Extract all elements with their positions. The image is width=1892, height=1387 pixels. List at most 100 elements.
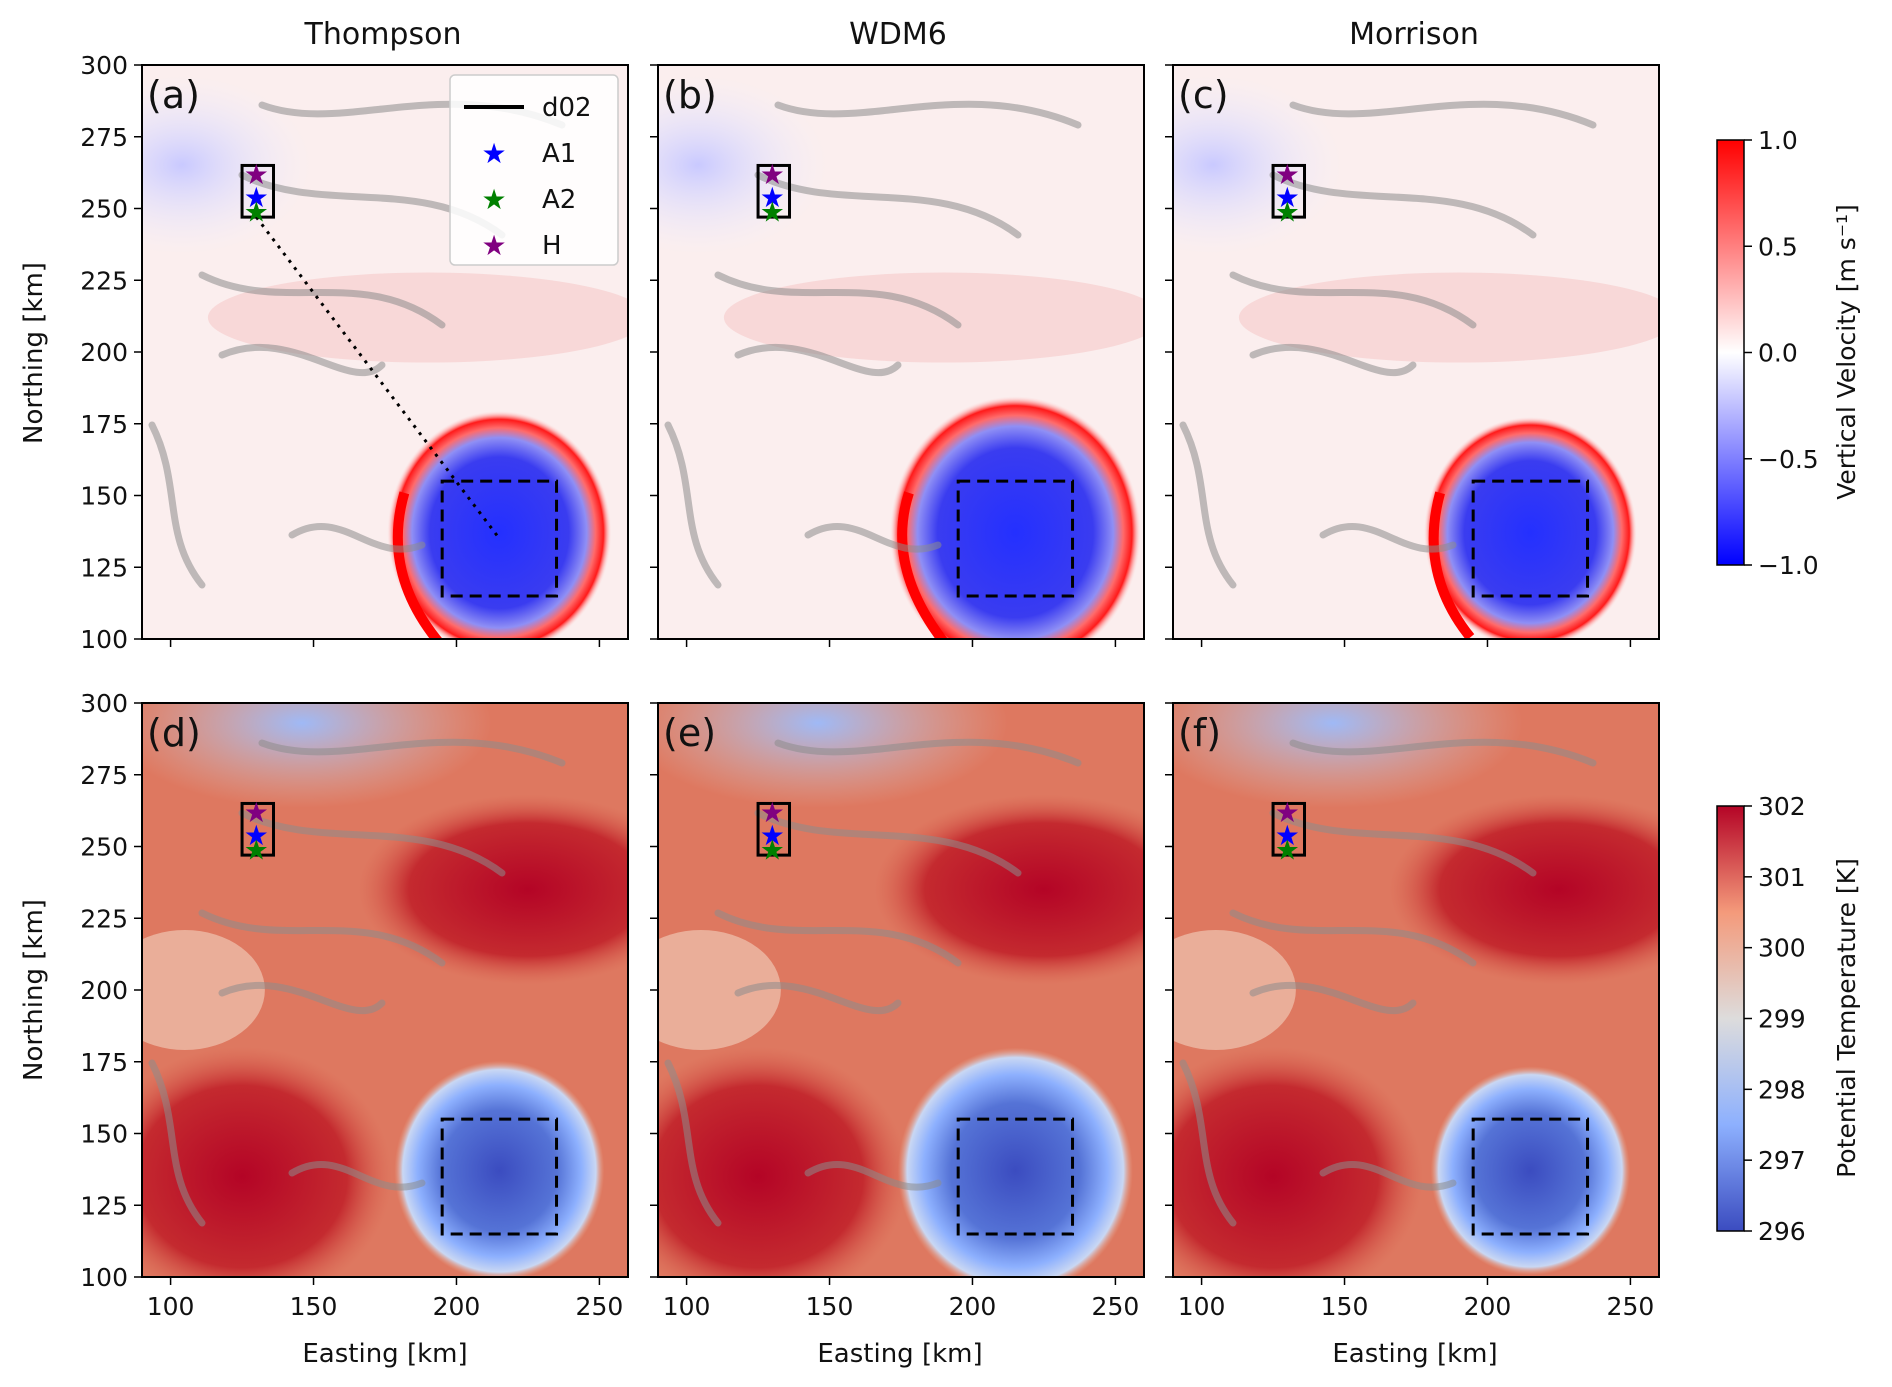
terrain-contour [1229,909,1477,967]
d02-domain-box [1271,801,1307,857]
colorbar-tick-label: −0.5 [1758,445,1819,474]
legend-star-h: ★ [481,229,506,262]
terrain-contour [1229,271,1477,329]
colorbar-w-fill [1716,139,1745,566]
analysis-box [440,1117,559,1236]
colorbar-tick-label: −1.0 [1758,551,1819,580]
y-tick-label: 250 [80,195,128,224]
x-tick-label: 100 [147,1292,195,1321]
y-tick-label: 125 [80,553,128,582]
colorbar-tick-label: 301 [1758,863,1806,892]
terrain-contour [804,522,942,553]
cold-pool [394,1060,605,1277]
y-tick-label: 125 [80,1191,128,1220]
terrain-contour [774,100,1082,129]
column-title-morrison: Morrison [1349,17,1479,52]
y-tick-label: 150 [80,1120,128,1149]
legend: d02 ★ A1 ★ A2 ★ H [449,74,619,266]
legend-label-a2: A2 [542,185,576,215]
d02-domain-box [1271,163,1307,219]
storm-cell [1423,416,1637,639]
colorbar-tick-label: 302 [1758,792,1806,821]
legend-star-a1: ★ [481,137,506,170]
colorbar-tick-label: 1.0 [1758,126,1798,155]
colorbar-w-label: Vertical Velocity [m s⁻¹] [1832,204,1861,500]
y-tick-label: 100 [80,1263,128,1292]
y-tick-label: 225 [80,904,128,933]
x-tick-label: 250 [576,1292,624,1321]
colorbar-tick-label: 0.0 [1758,339,1798,368]
d02-domain-box [240,801,276,857]
warm-region-east [357,794,628,985]
y-tick-label: 150 [80,482,128,511]
terrain-contour [148,421,206,589]
x-axis-label-right: Easting [km] [1332,1339,1497,1369]
cool-region-north [1173,703,1523,808]
terrain-contour [774,738,1082,767]
warm-region-southwest [1173,1046,1424,1277]
legend-label-d02: d02 [542,93,592,123]
colorbar-tick-label: 300 [1758,934,1806,963]
site-marker-h: ★ [244,158,269,191]
panel-letter: (d) [147,711,201,755]
x-tick-label: 250 [1092,1292,1140,1321]
weak-downdraft-region [142,75,312,255]
column-title-thompson: Thompson [304,17,462,52]
storm-cell [889,396,1141,639]
y-tick-label: 275 [80,123,128,152]
terrain-contour [218,343,386,377]
legend-frame [449,74,619,266]
colorbar-tick-label: 297 [1758,1146,1806,1175]
panel-c: ★★★(c) [1165,64,1660,647]
terrain-contour [1289,738,1597,767]
panel-e: ★★★(e)100 150 200 250 [650,702,1145,1321]
terrain-contour [664,421,722,589]
site-marker-a1: ★ [760,181,785,214]
site-marker-a2: ★ [244,833,269,866]
terrain-contour [198,909,446,967]
weak-downdraft-region [658,75,828,255]
site-marker-a1: ★ [1275,819,1300,852]
legend-label-a1: A1 [542,139,576,169]
panel-b: ★★★(b) [650,64,1145,647]
terrain-contour [1179,421,1237,589]
gust-front [897,491,948,639]
field-vertical-velocity [1173,65,1659,639]
site-marker-a1: ★ [760,819,785,852]
y-tick-label: 100 [80,625,128,654]
terrain-contour [258,738,566,767]
panel-letter: (e) [663,711,716,755]
warm-region-southwest [142,1046,393,1277]
field-potential-temperature [1173,703,1659,1277]
y-tick-label: 175 [80,410,128,439]
cool-region-north [142,703,492,808]
x-tick-label: 100 [663,1292,711,1321]
terrain-contour [218,981,386,1015]
legend-star-a2: ★ [481,183,506,216]
field-vertical-velocity [658,65,1144,639]
x-tick-label: 150 [290,1292,338,1321]
legend-label-h: H [542,231,562,261]
colorbar-tick-label: 0.5 [1758,232,1798,261]
gust-front [1428,491,1475,639]
terrain-contour [148,1059,206,1227]
y-tick-label: 275 [80,761,128,790]
site-marker-a2: ★ [1275,195,1300,228]
mixed-region-west [658,930,781,1050]
d02-domain-box [756,801,792,857]
x-tick-label: 200 [1464,1292,1512,1321]
colorbar-tick-label: 299 [1758,1005,1806,1034]
colorbar-tick-label: 298 [1758,1075,1806,1104]
y-axis-label-bottom: Northing [km] [19,899,49,1081]
x-axis-label-middle: Easting [km] [817,1339,982,1369]
site-marker-a2: ★ [760,833,785,866]
site-marker-h: ★ [1275,158,1300,191]
terrain-contour [714,271,962,329]
colorbar-t-ticks: 296 297 298 299 300 301 302 [1744,792,1806,1246]
y-tick-label: 200 [80,976,128,1005]
gust-front [392,491,443,639]
y-tick-label: 250 [80,833,128,862]
